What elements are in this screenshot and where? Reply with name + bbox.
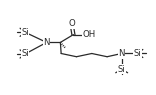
Text: N: N xyxy=(43,38,50,47)
Text: OH: OH xyxy=(83,30,96,39)
Text: Si: Si xyxy=(118,65,125,74)
Text: Si: Si xyxy=(134,49,141,58)
Text: Si: Si xyxy=(21,49,29,58)
Text: Si: Si xyxy=(21,28,29,37)
Text: O: O xyxy=(68,19,75,28)
Text: N: N xyxy=(118,49,125,58)
